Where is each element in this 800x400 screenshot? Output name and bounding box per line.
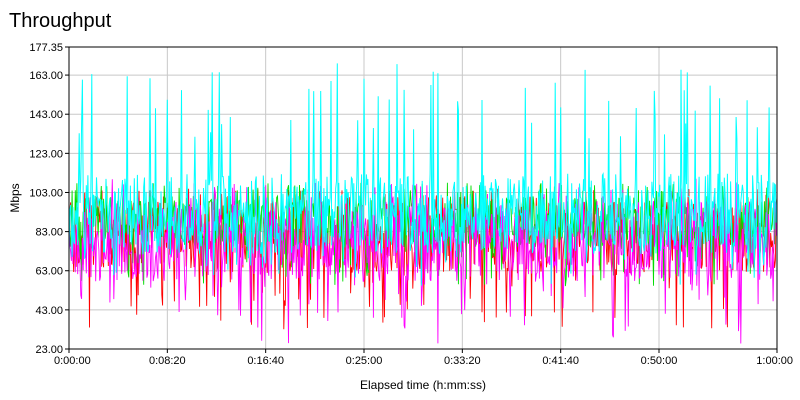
y-tick-label: 23.00 [35, 344, 63, 356]
x-tick-label: 0:25:00 [346, 355, 383, 367]
y-tick-label: 103.00 [29, 187, 63, 199]
x-tick-label: 0:50:00 [641, 355, 678, 367]
y-axis-label: Mbps [8, 183, 22, 212]
x-tick-label: 0:00:00 [54, 355, 91, 367]
y-tick-label: 63.00 [35, 266, 63, 278]
series-lines [68, 63, 778, 344]
x-axis-label: Elapsed time (h:mm:ss) [360, 378, 486, 392]
y-tick-label: 177.35 [29, 42, 63, 54]
series-line [68, 63, 778, 286]
y-tick-label: 163.00 [29, 70, 63, 82]
series-line [68, 178, 778, 344]
y-tick-label: 83.00 [35, 227, 63, 239]
plot-frame [68, 46, 778, 350]
x-axis-ticks: 0:00:00 0:08:20 0:16:40 0:25:00 0:33:20 0:41:… [54, 349, 793, 367]
x-tick-label: 0:16:40 [247, 355, 284, 367]
x-tick-label: 1:00:00 [756, 355, 793, 367]
y-axis-ticks: 23.00 43.00 63.00 83.00 103.00 123.00 143.00 16… [29, 42, 69, 356]
x-tick-label: 0:33:20 [444, 355, 481, 367]
y-tick-label: 143.00 [29, 109, 63, 121]
chart-title: Throughput [9, 10, 112, 32]
x-tick-label: 0:41:40 [542, 355, 579, 367]
y-tick-label: 43.00 [35, 305, 63, 317]
y-tick-label: 123.00 [29, 148, 63, 160]
x-tick-label: 0:08:20 [149, 355, 186, 367]
